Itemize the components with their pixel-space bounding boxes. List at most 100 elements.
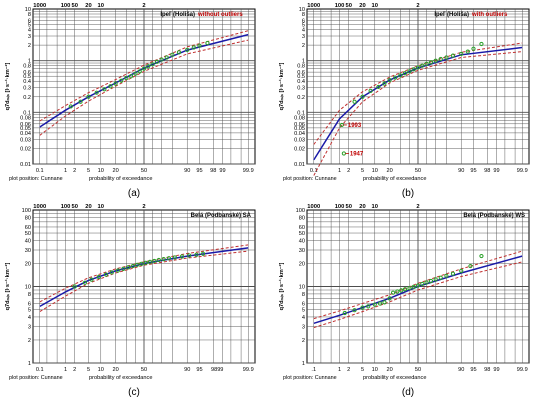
y-tick-label: 0.03 (294, 137, 305, 143)
data-point (411, 67, 416, 72)
data-point (194, 252, 199, 257)
x-tick-label: 90 (458, 168, 464, 174)
y-tick-label: 50 (299, 231, 305, 237)
plot-position-note: plot position: Cunnane (283, 176, 337, 182)
data-point (382, 81, 387, 86)
panel-label: (c) (128, 387, 140, 398)
data-point (468, 263, 473, 269)
x-tick-label: 99 (493, 367, 499, 373)
data-point (113, 81, 118, 86)
x-tick-label: 50 (415, 168, 421, 174)
y-tick-label: 100 (296, 208, 305, 214)
data-point (124, 75, 129, 81)
data-point (471, 46, 476, 51)
y-tick-label: 5 (28, 23, 31, 29)
data-point (360, 305, 365, 310)
x-tick-label: 50 (415, 367, 421, 373)
data-point (152, 258, 157, 264)
x-axis-label: probability of exceedance (89, 176, 152, 182)
top-tick-label: 100 (335, 204, 345, 210)
data-point (420, 281, 425, 287)
x-tick-label: 5 (361, 367, 364, 373)
y-axis-label: q7dₘᵢₙ [l·s⁻¹·km⁻²] (278, 262, 285, 310)
data-point (128, 74, 134, 79)
data-point (143, 260, 148, 265)
y-tick-label: 2 (28, 338, 31, 344)
data-point (387, 296, 392, 301)
data-point (159, 57, 164, 62)
top-tick-label: 1000 (307, 204, 320, 210)
data-point (86, 94, 91, 99)
x-tick-label: 1 (338, 168, 341, 174)
annotation-label: 1947 (350, 151, 364, 157)
chart-title: Belá (Podbanské) SA (191, 213, 252, 219)
data-point (387, 78, 392, 83)
y-tick-label: 6 (28, 18, 31, 24)
x-tick-label: 20 (386, 367, 392, 373)
data-point (450, 53, 456, 58)
x-tick-label: 99.9 (243, 367, 254, 373)
data-point (450, 271, 456, 276)
y-tick-label: 0.02 (20, 146, 31, 152)
plot-position-note: plot position: Cunnane (9, 375, 63, 381)
y-tick-label: 3 (302, 325, 305, 331)
y-tick-label: 0.1 (297, 110, 305, 116)
data-point (390, 290, 396, 295)
top-tick-label: 10 (372, 204, 378, 210)
data-point (176, 50, 182, 55)
top-tick-label: 50 (71, 204, 77, 210)
panel-label: (d) (402, 387, 414, 398)
top-tick-label: 10 (372, 3, 378, 9)
top-tick-label: 50 (345, 3, 351, 9)
y-tick-label: 0.04 (294, 131, 305, 137)
chart-panel-b: 0.010.020.030.040.050.060.080.10.20.30.4… (278, 3, 530, 199)
top-tick-label: 2 (142, 3, 145, 9)
data-point (121, 266, 126, 271)
x-tick-label: 50 (141, 168, 147, 174)
data-point (179, 254, 185, 259)
data-point (191, 45, 196, 50)
data-point (399, 288, 404, 293)
y-tick-label: 0.8 (297, 64, 305, 70)
data-point (96, 274, 101, 280)
y-tick-label: 20 (299, 261, 305, 267)
x-tick-label: 9899 (211, 367, 223, 373)
data-point (197, 43, 202, 48)
data-point (376, 84, 381, 90)
data-point (68, 104, 73, 109)
data-point (424, 280, 429, 285)
fit-line (313, 255, 523, 325)
y-tick-label: 6 (28, 301, 31, 307)
confidence-line-upper (39, 244, 249, 303)
y-axis-label: q7dₘᵢₙ [l·s⁻¹·km⁻²] (4, 262, 11, 310)
x-tick-label: 95 (470, 367, 476, 373)
x-tick-label: 90 (184, 168, 190, 174)
x-tick-label: 95 (470, 168, 476, 174)
x-tick-label: 10 (98, 168, 104, 174)
data-point (402, 71, 408, 76)
data-point (130, 263, 135, 269)
chart-title: Ipeľ (Holiša) (160, 12, 195, 18)
x-tick-label: 20 (112, 367, 118, 373)
chart-subtitle: with outliers (471, 12, 508, 18)
y-tick-label: 0.03 (20, 137, 31, 143)
x-tick-label: 90 (184, 367, 190, 373)
data-point (109, 270, 114, 275)
data-point (438, 275, 443, 280)
data-point (415, 283, 421, 288)
data-point (146, 64, 151, 69)
x-tick-label: 98 (210, 168, 216, 174)
top-tick-label: 10 (98, 204, 104, 210)
y-tick-label: 0.4 (23, 79, 31, 85)
y-tick-label: 6 (302, 301, 305, 307)
confidence-line-lower (313, 261, 523, 329)
y-tick-label: 2 (28, 43, 31, 49)
data-point (205, 40, 210, 46)
data-point (428, 60, 434, 65)
x-tick-label: .1 (311, 367, 316, 373)
y-tick-label: 0.5 (297, 74, 305, 80)
x-tick-label: 0.1 (36, 168, 44, 174)
y-tick-label: 0.08 (20, 115, 31, 121)
y-tick-label: 6 (302, 18, 305, 24)
